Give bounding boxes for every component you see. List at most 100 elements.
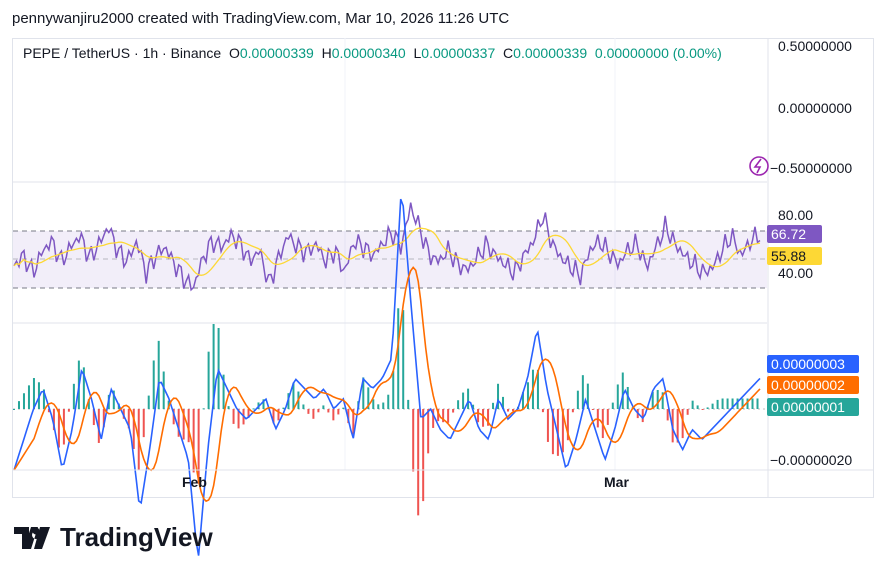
histogram-bar bbox=[347, 409, 350, 424]
histogram-bar bbox=[487, 409, 490, 426]
histogram-bar bbox=[462, 392, 465, 409]
histogram-bar bbox=[606, 409, 609, 425]
histogram-bar bbox=[551, 409, 554, 455]
histogram-bar bbox=[626, 386, 629, 409]
chart-frame[interactable] bbox=[12, 38, 874, 498]
histogram-bar bbox=[307, 409, 310, 414]
histogram-bar bbox=[52, 409, 55, 431]
histogram-bar bbox=[502, 396, 505, 409]
histogram-bar bbox=[427, 409, 430, 454]
histogram-bar bbox=[92, 409, 95, 426]
histogram-bar bbox=[716, 399, 719, 409]
histogram-bar bbox=[611, 402, 614, 409]
histogram-bar bbox=[472, 404, 475, 409]
histogram-bar bbox=[217, 327, 220, 409]
histogram-bar bbox=[187, 409, 190, 443]
price-tick: −0.50000000 bbox=[770, 160, 853, 176]
histogram-bar bbox=[482, 409, 485, 427]
histogram-bar bbox=[477, 409, 480, 423]
rsi-line bbox=[13, 202, 761, 292]
histogram-bar bbox=[282, 407, 285, 409]
histogram-bar bbox=[616, 384, 619, 409]
close-value: 0.00000339 bbox=[513, 45, 588, 61]
rsi-tick: 40.00 bbox=[778, 265, 814, 281]
histogram-bar bbox=[237, 409, 240, 429]
histogram-bar bbox=[541, 409, 544, 413]
histogram-bar bbox=[666, 409, 669, 421]
histogram-bar bbox=[17, 401, 20, 409]
histogram-bar bbox=[147, 395, 150, 409]
histogram-bar bbox=[591, 409, 594, 410]
histogram-bar bbox=[457, 400, 460, 409]
histogram-bar bbox=[252, 408, 255, 410]
tradingview-logo-text: TradingView bbox=[60, 522, 213, 552]
histogram-bar bbox=[706, 407, 709, 409]
rsi-ma-line bbox=[13, 227, 761, 276]
histogram-bar bbox=[292, 382, 295, 409]
histogram-bar bbox=[422, 409, 425, 502]
high-value: 0.00000340 bbox=[331, 45, 406, 61]
histogram-bar bbox=[327, 409, 330, 413]
histogram-bar bbox=[711, 403, 714, 409]
histogram-bar bbox=[701, 409, 704, 410]
histogram-bar bbox=[127, 409, 130, 429]
signal-value-tag: 0.00000002 bbox=[767, 376, 859, 394]
histogram-bar bbox=[417, 409, 420, 516]
histogram-bar bbox=[317, 409, 320, 413]
histogram-bar bbox=[407, 399, 410, 409]
time-tick-mar: Mar bbox=[604, 474, 629, 490]
histogram-bar bbox=[656, 389, 659, 409]
histogram-bar bbox=[182, 409, 185, 440]
histogram-bar bbox=[686, 409, 689, 415]
tradingview-logo[interactable]: TradingView bbox=[14, 522, 213, 553]
histogram-bar bbox=[207, 351, 210, 409]
low-value: 0.00000337 bbox=[421, 45, 496, 61]
histogram-bar bbox=[751, 398, 754, 409]
histogram-bar bbox=[202, 408, 205, 410]
open-label: O bbox=[228, 45, 240, 61]
histogram-bar bbox=[536, 369, 539, 409]
histogram-bar bbox=[362, 377, 365, 409]
histogram-bar bbox=[511, 409, 514, 412]
histogram-bar bbox=[467, 388, 470, 409]
histogram-bar bbox=[412, 409, 415, 472]
histogram-bar bbox=[621, 372, 624, 409]
histogram-bar bbox=[756, 398, 759, 409]
histogram-bar bbox=[497, 383, 500, 409]
macd-tick: −0.00000020 bbox=[770, 452, 853, 468]
symbol-title[interactable]: PEPE / TetherUS · 1h · Binance bbox=[23, 45, 222, 61]
histogram-bar bbox=[262, 399, 265, 409]
histogram-bar bbox=[132, 409, 135, 449]
histogram-bar bbox=[731, 398, 734, 409]
histogram-bar bbox=[67, 409, 70, 412]
histogram-bar bbox=[232, 409, 235, 424]
histogram-bar bbox=[277, 409, 280, 421]
histogram-bar bbox=[102, 409, 105, 428]
price-tick: 0.00000000 bbox=[778, 100, 852, 116]
histogram-bar bbox=[382, 402, 385, 409]
histogram-bar bbox=[726, 398, 729, 409]
histogram-value-tag: 0.00000001 bbox=[767, 398, 859, 416]
open-value: 0.00000339 bbox=[239, 45, 314, 61]
alert-icon[interactable] bbox=[749, 156, 769, 176]
histogram-bar bbox=[691, 400, 694, 409]
chart-credit: pennywanjiru2000 created with TradingVie… bbox=[12, 10, 510, 27]
histogram-bar bbox=[337, 409, 340, 415]
histogram-bar bbox=[13, 409, 15, 410]
histogram-bar bbox=[97, 409, 100, 443]
histogram-bar bbox=[681, 409, 684, 439]
histogram-bar bbox=[741, 398, 744, 409]
histogram-bar bbox=[442, 409, 445, 423]
histogram-bar bbox=[746, 398, 749, 409]
histogram-bar bbox=[387, 394, 390, 409]
histogram-bar bbox=[432, 409, 435, 428]
histogram-bar bbox=[581, 375, 584, 409]
histogram-bar bbox=[736, 398, 739, 409]
change-value: 0.00000000 (0.00%) bbox=[594, 45, 722, 61]
histogram-bar bbox=[192, 409, 195, 473]
histogram-bar bbox=[372, 399, 375, 409]
histogram-bar bbox=[322, 405, 325, 409]
histogram-bar bbox=[247, 409, 250, 418]
histogram-bar bbox=[576, 390, 579, 409]
